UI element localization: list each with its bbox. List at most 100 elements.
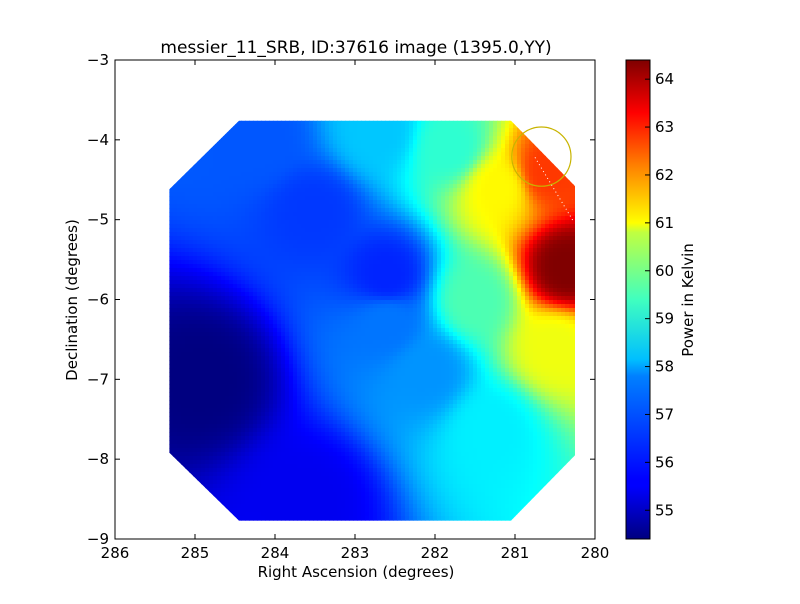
heatmap-cell — [297, 160, 302, 165]
heatmap-cell — [445, 184, 450, 189]
heatmap-cell — [309, 140, 314, 145]
heatmap-cell — [405, 268, 410, 273]
heatmap-cell — [485, 268, 490, 273]
heatmap-cell — [473, 188, 478, 193]
heatmap-cell — [513, 164, 518, 169]
heatmap-cell — [481, 180, 486, 185]
heatmap-cell — [389, 212, 394, 217]
heatmap-cell — [357, 304, 362, 309]
heatmap-cell — [241, 152, 246, 157]
heatmap-cell — [225, 168, 230, 173]
heatmap-cell — [545, 252, 550, 257]
heatmap-cell — [313, 172, 318, 177]
heatmap-cell — [397, 168, 402, 173]
heatmap-cell — [217, 284, 222, 289]
heatmap-cell — [509, 292, 514, 297]
heatmap-cell — [409, 264, 414, 269]
heatmap-cell — [325, 152, 330, 157]
heatmap-cell — [557, 276, 562, 281]
heatmap-cell — [425, 288, 430, 293]
heatmap-cell — [301, 184, 306, 189]
heatmap-cell — [265, 240, 270, 245]
heatmap-cell — [505, 276, 510, 281]
heatmap-cell — [361, 164, 366, 169]
heatmap-cell — [329, 244, 334, 249]
heatmap-cell — [389, 264, 394, 269]
heatmap-cell — [441, 260, 446, 265]
heatmap-cell — [365, 232, 370, 237]
heatmap-cell — [261, 276, 266, 281]
heatmap-cell — [385, 212, 390, 217]
heatmap-cell — [233, 232, 238, 237]
heatmap-cell — [409, 276, 414, 281]
heatmap-cell — [537, 180, 542, 185]
heatmap-cell — [485, 120, 490, 125]
heatmap-cell — [189, 288, 194, 293]
heatmap-cell — [173, 196, 178, 201]
heatmap-cell — [293, 224, 298, 229]
heatmap-cell — [189, 264, 194, 269]
heatmap-cell — [485, 160, 490, 165]
heatmap-cell — [181, 308, 186, 313]
heatmap-cell — [357, 136, 362, 141]
heatmap-cell — [409, 212, 414, 217]
heatmap-cell — [365, 164, 370, 169]
heatmap-cell — [261, 180, 266, 185]
heatmap-cell — [425, 164, 430, 169]
heatmap-cell — [441, 144, 446, 149]
heatmap-cell — [433, 240, 438, 245]
heatmap-cell — [429, 164, 434, 169]
heatmap-cell — [197, 240, 202, 245]
heatmap-cell — [313, 152, 318, 157]
heatmap-cell — [425, 192, 430, 197]
heatmap-cell — [321, 164, 326, 169]
heatmap-cell — [405, 208, 410, 213]
heatmap-cell — [225, 252, 230, 257]
heatmap-cell — [241, 296, 246, 301]
heatmap-cell — [273, 276, 278, 281]
heatmap-cell — [357, 156, 362, 161]
heatmap-cell — [317, 164, 322, 169]
heatmap-cell — [501, 228, 506, 233]
heatmap-cell — [305, 136, 310, 141]
heatmap-cell — [481, 156, 486, 161]
heatmap-cell — [245, 220, 250, 225]
heatmap-cell — [457, 164, 462, 169]
heatmap-cell — [441, 188, 446, 193]
heatmap-cell — [521, 224, 526, 229]
heatmap-cell — [541, 288, 546, 293]
heatmap-cell — [221, 308, 226, 313]
heatmap-cell — [557, 180, 562, 185]
heatmap-cell — [365, 272, 370, 277]
heatmap-cell — [293, 120, 298, 125]
heatmap-cell — [501, 300, 506, 305]
heatmap-cell — [553, 188, 558, 193]
heatmap-cell — [333, 288, 338, 293]
heatmap-cell — [349, 232, 354, 237]
heatmap-cell — [317, 144, 322, 149]
heatmap-cell — [421, 196, 426, 201]
heatmap-cell — [509, 260, 514, 265]
heatmap-cell — [513, 180, 518, 185]
heatmap-cell — [269, 252, 274, 257]
heatmap-cell — [201, 264, 206, 269]
heatmap-cell — [545, 212, 550, 217]
heatmap-cell — [493, 224, 498, 229]
heatmap-cell — [513, 184, 518, 189]
heatmap-cell — [457, 208, 462, 213]
heatmap-cell — [217, 264, 222, 269]
heatmap-cell — [285, 188, 290, 193]
heatmap-cell — [221, 312, 226, 317]
heatmap-cell — [197, 208, 202, 213]
heatmap-cell — [417, 304, 422, 309]
heatmap-cell — [341, 284, 346, 289]
heatmap-cell — [329, 188, 334, 193]
heatmap-cell — [433, 220, 438, 225]
heatmap-cell — [561, 208, 566, 213]
heatmap-cell — [281, 172, 286, 177]
heatmap-cell — [197, 204, 202, 209]
heatmap-cell — [381, 268, 386, 273]
heatmap-cell — [465, 144, 470, 149]
heatmap-cell — [329, 140, 334, 145]
heatmap-cell — [329, 300, 334, 305]
